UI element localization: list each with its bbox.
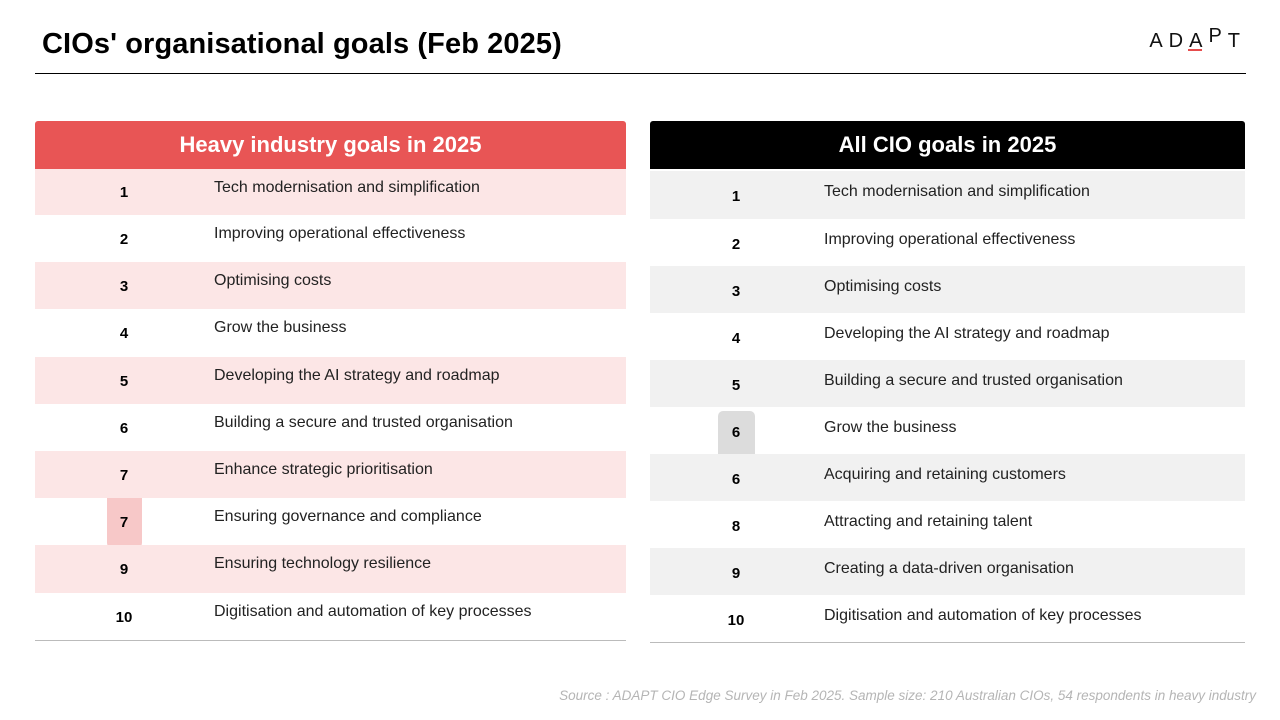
goal-label: Grow the business: [214, 319, 347, 337]
adapt-logo: ADAPT: [1149, 25, 1246, 52]
table-bottom-rule: [650, 642, 1245, 643]
rank-number: 2: [119, 231, 129, 248]
table-row: 8 Attracting and retaining talent: [650, 501, 1245, 548]
rank-number: 7: [119, 514, 129, 532]
title-divider: [35, 73, 1246, 74]
heavy-industry-header: Heavy industry goals in 2025: [35, 121, 626, 169]
table-bottom-rule: [35, 640, 626, 641]
rank-number: 6: [731, 471, 741, 488]
rank-number: 3: [119, 278, 129, 296]
heavy-industry-goals-table: Heavy industry goals in 2025 1 Tech mode…: [35, 121, 626, 641]
rank-number: 4: [119, 325, 129, 343]
table-row: 1 Tech modernisation and simplification: [650, 171, 1245, 219]
rank-number: 4: [731, 330, 741, 347]
table-row: 4 Developing the AI strategy and roadmap: [650, 313, 1245, 360]
table-row: 4 Grow the business: [35, 309, 626, 356]
source-footnote: Source : ADAPT CIO Edge Survey in Feb 20…: [559, 688, 1256, 703]
page-title: CIOs' organisational goals (Feb 2025): [42, 28, 562, 60]
rank-number: 8: [731, 518, 741, 535]
rank-number: 1: [731, 188, 741, 205]
rank-number: 3: [731, 283, 741, 300]
goal-label: Improving operational effectiveness: [824, 231, 1076, 248]
goal-label: Optimising costs: [214, 272, 332, 290]
goal-label: Building a secure and trusted organisati…: [824, 372, 1123, 389]
table-row: 5 Developing the AI strategy and roadmap: [35, 356, 626, 404]
table-row: 3 Optimising costs: [35, 262, 626, 310]
logo-accent-bar: [1188, 49, 1202, 51]
table-row: 6 Building a secure and trusted organisa…: [35, 404, 626, 451]
table-row: 9 Ensuring technology resilience: [35, 545, 626, 593]
rank-number: 1: [119, 184, 129, 201]
table-row: 6 Acquiring and retaining customers: [650, 454, 1245, 501]
rank-number: 9: [731, 565, 741, 582]
table-row: 2 Improving operational effectiveness: [35, 215, 626, 262]
goal-label: Enhance strategic prioritisation: [214, 460, 433, 478]
goal-label: Developing the AI strategy and roadmap: [824, 325, 1110, 342]
table-row: 6 Grow the business: [650, 407, 1245, 454]
goal-label: Digitisation and automation of key proce…: [214, 602, 532, 620]
all-cio-goals-table: All CIO goals in 2025 1 Tech modernisati…: [650, 121, 1245, 643]
goal-label: Creating a data-driven organisation: [824, 560, 1074, 577]
all-cio-header: All CIO goals in 2025: [650, 121, 1245, 169]
goal-label: Grow the business: [824, 419, 957, 436]
rank-number: 5: [731, 377, 741, 394]
rank-number: 6: [731, 424, 741, 441]
goal-label: Attracting and retaining talent: [824, 513, 1033, 530]
goal-label: Tech modernisation and simplification: [214, 179, 480, 196]
goal-label: Tech modernisation and simplification: [824, 183, 1090, 200]
table-row: 7 Enhance strategic prioritisation: [35, 450, 626, 499]
table-row: 10 Digitisation and automation of key pr…: [35, 593, 626, 640]
goal-label: Developing the AI strategy and roadmap: [214, 366, 500, 384]
table-row: 10 Digitisation and automation of key pr…: [650, 595, 1245, 642]
table-row: 9 Creating a data-driven organisation: [650, 548, 1245, 595]
rank-number: 5: [119, 372, 129, 390]
rank-number: 10: [727, 612, 745, 629]
goal-label: Digitisation and automation of key proce…: [824, 607, 1142, 624]
goal-label: Improving operational effectiveness: [214, 225, 466, 242]
rank-number: 6: [119, 419, 129, 437]
rank-number: 9: [119, 561, 129, 579]
table-row: 3 Optimising costs: [650, 266, 1245, 313]
goal-label: Acquiring and retaining customers: [824, 466, 1066, 483]
goal-label: Ensuring technology resilience: [214, 555, 432, 573]
goal-label: Optimising costs: [824, 278, 942, 295]
table-row: 1 Tech modernisation and simplification: [35, 169, 626, 215]
goal-label: Building a secure and trusted organisati…: [214, 413, 513, 431]
table-row: 2 Improving operational effectiveness: [650, 219, 1245, 266]
table-row: 5 Building a secure and trusted organisa…: [650, 360, 1245, 407]
rank-number: 7: [119, 466, 129, 484]
rank-number: 2: [731, 236, 741, 253]
rank-number: 10: [115, 608, 133, 626]
table-row: 7 Ensuring governance and compliance: [35, 498, 626, 545]
goal-label: Ensuring governance and compliance: [214, 508, 482, 526]
